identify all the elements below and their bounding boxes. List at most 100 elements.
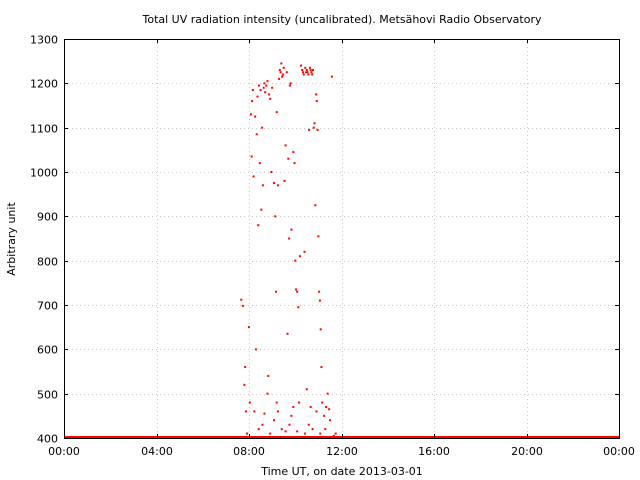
data-point <box>269 97 272 100</box>
data-point <box>278 77 281 80</box>
data-point <box>263 412 266 415</box>
data-point <box>288 423 291 426</box>
data-point <box>251 100 254 103</box>
data-point <box>275 401 278 404</box>
data-point <box>269 432 272 435</box>
data-point <box>273 182 276 185</box>
data-point <box>243 383 246 386</box>
x-tick-label: 00:00 <box>603 445 635 458</box>
x-tick-label: 12:00 <box>326 445 358 458</box>
data-point <box>289 82 292 85</box>
data-point <box>258 84 261 87</box>
data-point <box>318 299 321 302</box>
data-point <box>240 298 243 301</box>
data-point <box>276 410 279 413</box>
data-point <box>273 419 276 422</box>
data-point <box>278 69 281 72</box>
y-tick-label: 1100 <box>30 123 58 136</box>
y-axis-label: Arbitrary unit <box>5 202 18 276</box>
data-point <box>241 304 244 307</box>
data-point <box>312 126 315 129</box>
data-point <box>304 66 307 69</box>
data-point <box>332 434 335 437</box>
data-point <box>254 115 257 118</box>
data-point <box>328 408 331 411</box>
data-point <box>264 91 267 94</box>
data-point <box>271 86 274 89</box>
tick-layer <box>64 39 620 439</box>
data-point <box>290 228 293 231</box>
data-point <box>325 405 328 408</box>
data-point <box>250 155 253 158</box>
x-tick-label: 04:00 <box>141 445 173 458</box>
data-point <box>305 388 308 391</box>
data-point <box>259 88 262 91</box>
data-point <box>281 75 284 78</box>
y-tick-label: 800 <box>37 256 58 269</box>
data-point <box>334 432 337 435</box>
data-point <box>313 122 316 125</box>
x-tick-label: 00:00 <box>48 445 80 458</box>
data-point <box>266 392 269 395</box>
data-point <box>286 332 289 335</box>
data-point <box>268 93 271 96</box>
data-point <box>305 69 308 72</box>
data-point <box>295 288 298 291</box>
data-point <box>330 75 333 78</box>
data-point <box>257 428 260 431</box>
data-point <box>255 133 258 136</box>
data-point <box>290 414 293 417</box>
data-point <box>321 401 324 404</box>
data-point <box>317 235 320 238</box>
y-tick-label: 1300 <box>30 34 58 47</box>
data-point <box>301 69 304 72</box>
data-point <box>279 71 282 74</box>
data-point <box>258 162 261 165</box>
data-point <box>287 157 290 160</box>
x-tick-label: 20:00 <box>511 445 543 458</box>
data-point <box>307 423 310 426</box>
data-point <box>254 348 257 351</box>
data-point <box>318 290 321 293</box>
data-point <box>296 430 299 433</box>
data-point <box>249 113 252 116</box>
data-point <box>308 66 311 69</box>
data-point <box>326 392 329 395</box>
data-point <box>302 73 305 76</box>
data-point <box>263 82 266 85</box>
data-point <box>267 374 270 377</box>
data-point <box>315 410 318 413</box>
data-point <box>257 224 260 227</box>
data-point <box>262 86 265 89</box>
data-point <box>266 80 269 83</box>
data-point <box>248 401 251 404</box>
chart-title: Total UV radiation intensity (uncalibrat… <box>142 13 542 26</box>
data-point <box>284 144 287 147</box>
data-point <box>305 71 308 74</box>
data-point <box>324 428 327 431</box>
data-point <box>311 73 314 76</box>
y-tick-label: 1200 <box>30 78 58 91</box>
data-point <box>316 128 319 131</box>
data-point <box>319 328 322 331</box>
data-point <box>308 128 311 131</box>
y-tick-label: 400 <box>37 433 58 446</box>
data-point <box>275 111 278 114</box>
x-tick-label: 08:00 <box>233 445 265 458</box>
data-point <box>298 401 301 404</box>
data-point <box>261 184 264 187</box>
data-point <box>311 428 314 431</box>
data-point <box>284 430 287 433</box>
data-point <box>260 208 263 211</box>
data-point <box>323 414 326 417</box>
data-point <box>311 69 314 72</box>
data-point <box>274 215 277 218</box>
data-point <box>283 179 286 182</box>
y-tick-label: 1000 <box>30 167 58 180</box>
data-point <box>265 84 268 87</box>
data-point <box>310 71 313 74</box>
data-point <box>293 162 296 165</box>
data-point <box>319 432 322 435</box>
data-point <box>276 184 279 187</box>
